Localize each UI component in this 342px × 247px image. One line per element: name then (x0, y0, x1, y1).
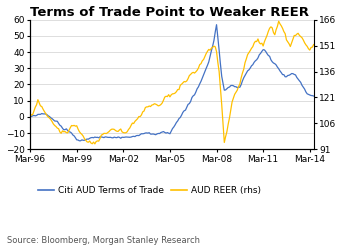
Text: Source: Bloomberg, Morgan Stanley Research: Source: Bloomberg, Morgan Stanley Resear… (7, 236, 200, 245)
Legend: Citi AUD Terms of Trade, AUD REER (rhs): Citi AUD Terms of Trade, AUD REER (rhs) (34, 182, 264, 198)
Text: Terms of Trade Point to Weaker REER: Terms of Trade Point to Weaker REER (30, 5, 309, 19)
